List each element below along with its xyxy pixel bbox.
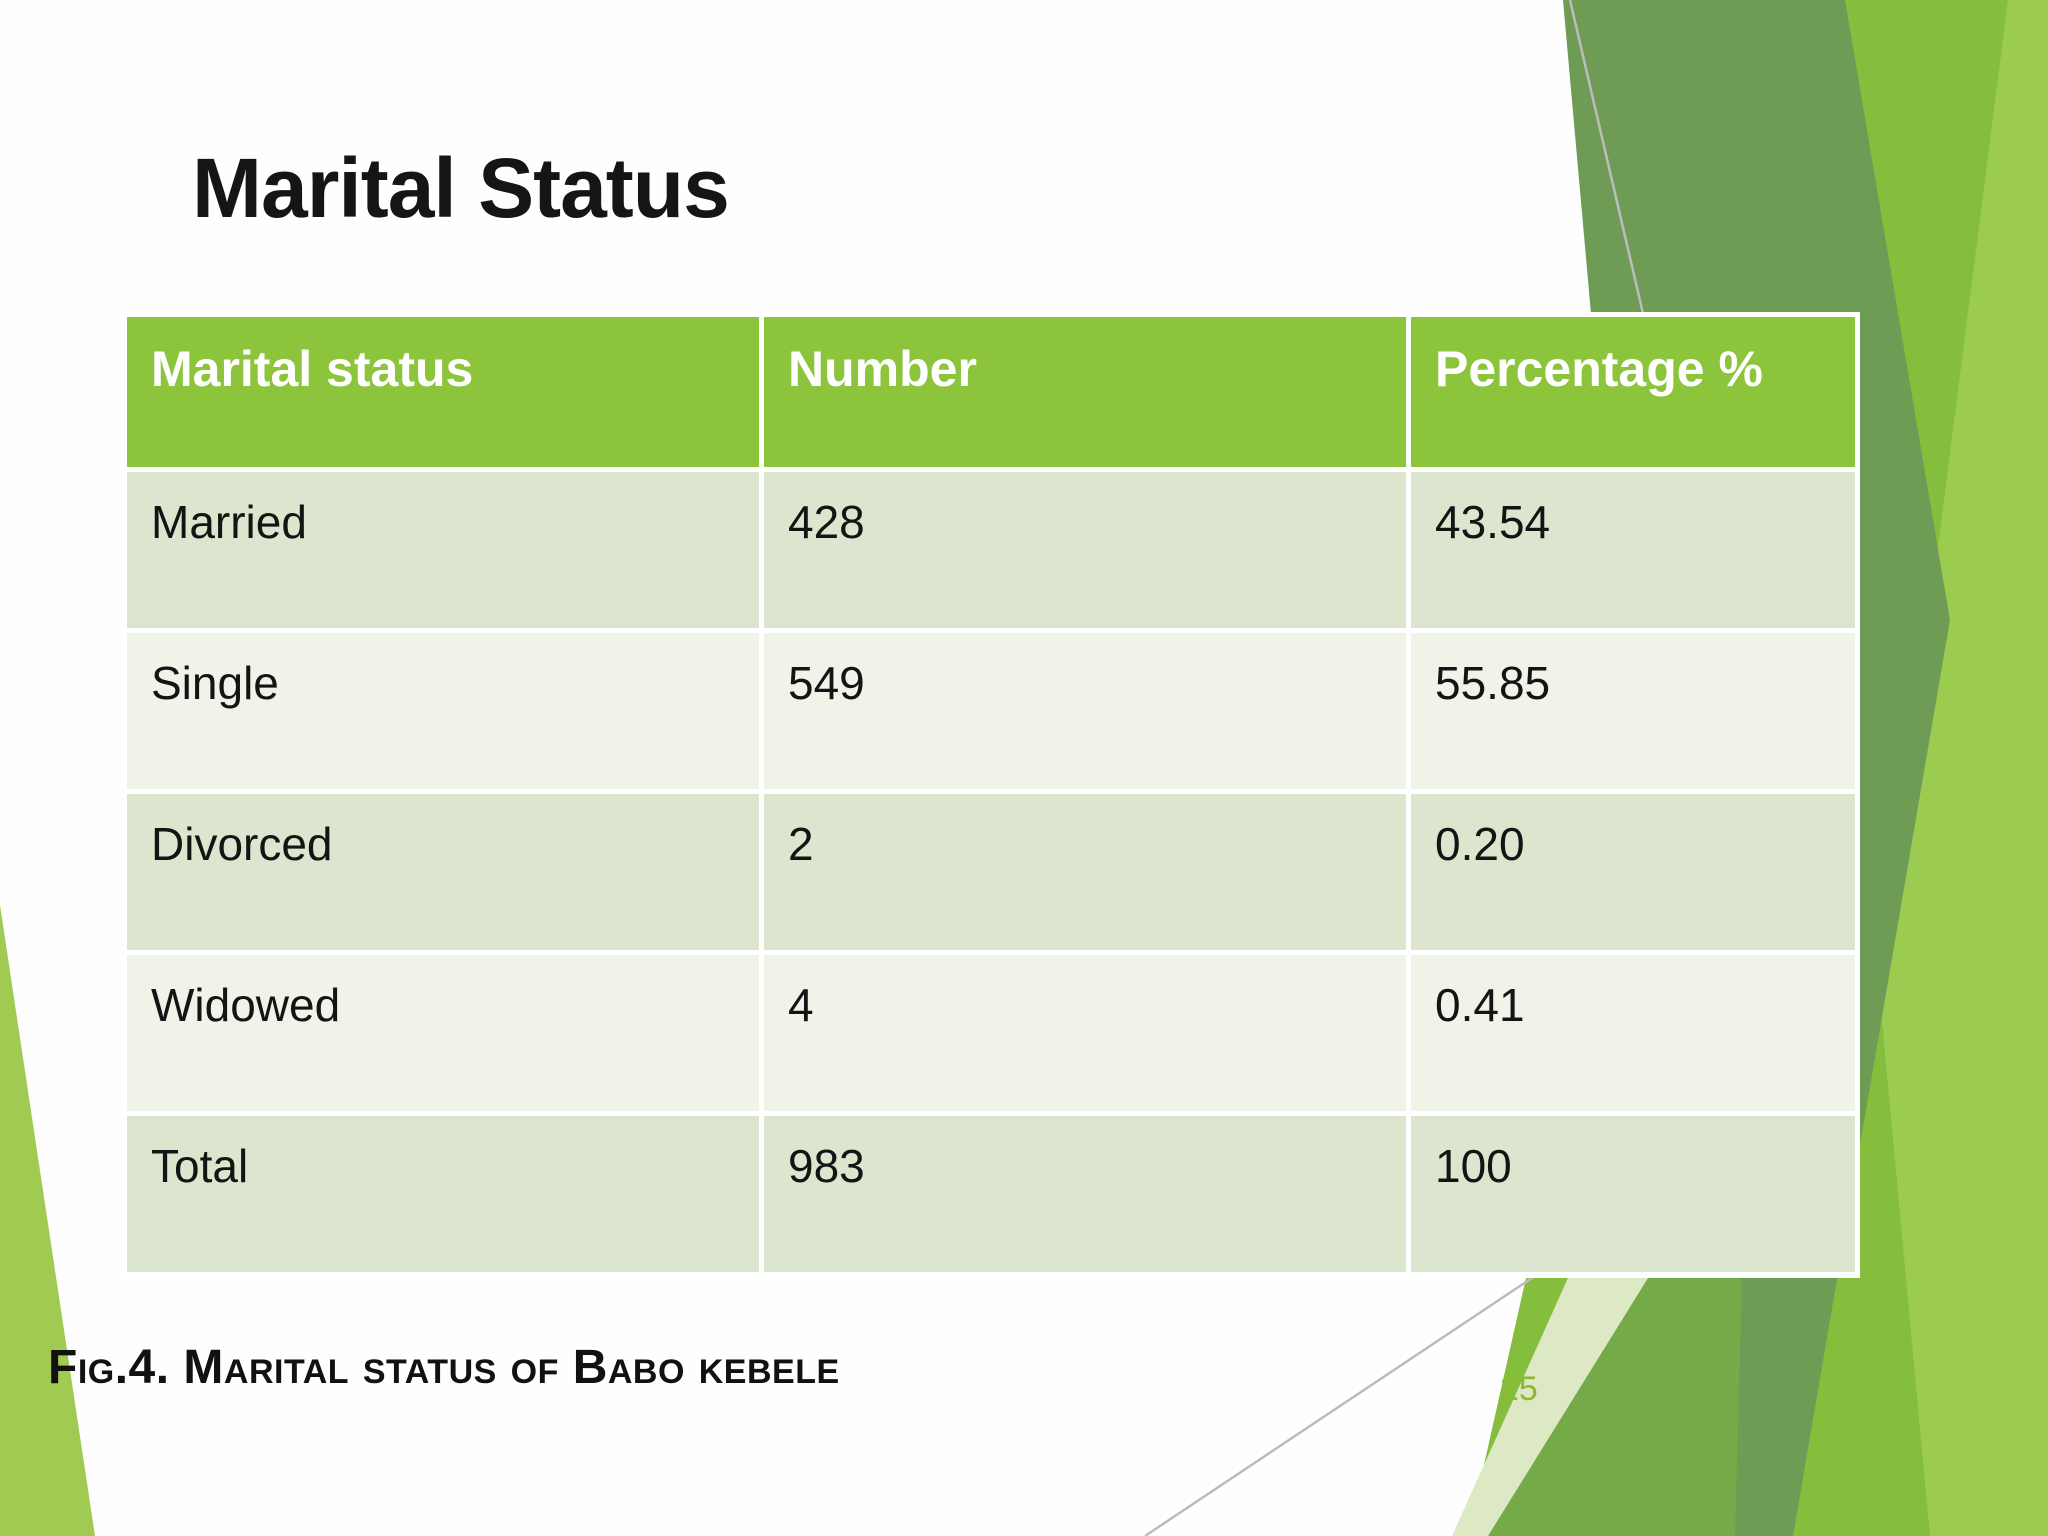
table-cell: Total xyxy=(127,1116,759,1272)
table-cell: 549 xyxy=(764,633,1406,789)
page-number: 25 xyxy=(1500,1370,1538,1408)
table-cell: Married xyxy=(127,472,759,628)
marital-status-table: Marital status Number Percentage % Marri… xyxy=(122,312,1860,1278)
table-cell: 4 xyxy=(764,955,1406,1111)
table-header-cell: Marital status xyxy=(127,317,759,467)
table-cell: Single xyxy=(127,633,759,789)
table-cell: 2 xyxy=(764,794,1406,950)
table-header-cell: Percentage % xyxy=(1411,317,1855,467)
top-right-diagonal-line xyxy=(1568,0,1650,336)
figure-caption: Fig.4. Marital status of Babo kebele xyxy=(48,1341,840,1394)
table-cell: Divorced xyxy=(127,794,759,950)
bottom-diagonal-line xyxy=(1144,1234,1596,1536)
table-cell: 983 xyxy=(764,1116,1406,1272)
table-cell: 0.20 xyxy=(1411,794,1855,950)
slide-title: Marital Status xyxy=(192,141,730,235)
table-cell: 43.54 xyxy=(1411,472,1855,628)
table-cell: Widowed xyxy=(127,955,759,1111)
table-cell: 428 xyxy=(764,472,1406,628)
table-cell: 55.85 xyxy=(1411,633,1855,789)
table-cell: 100 xyxy=(1411,1116,1855,1272)
table-cell: 0.41 xyxy=(1411,955,1855,1111)
table-header-cell: Number xyxy=(764,317,1406,467)
